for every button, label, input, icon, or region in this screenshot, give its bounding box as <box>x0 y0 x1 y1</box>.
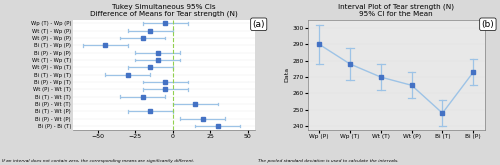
Text: (a): (a) <box>252 20 265 29</box>
Y-axis label: Data: Data <box>284 67 290 82</box>
Text: If an interval does not contain zero, the corresponding means are significantly : If an interval does not contain zero, th… <box>2 159 195 163</box>
Text: The pooled standard deviation is used to calculate the intervals.: The pooled standard deviation is used to… <box>258 159 398 163</box>
Title: Interval Plot of Tear strength (N)
95% CI for the Mean: Interval Plot of Tear strength (N) 95% C… <box>338 3 454 17</box>
Title: Tukey Simultaneous 95% CIs
Difference of Means for Tear strength (N): Tukey Simultaneous 95% CIs Difference of… <box>90 4 238 17</box>
Text: (b): (b) <box>482 20 494 29</box>
